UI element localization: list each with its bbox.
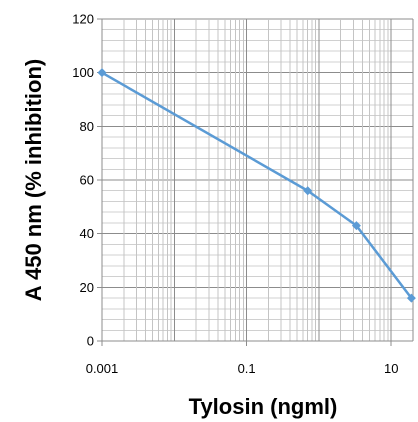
y-tick-label: 120 bbox=[72, 12, 94, 27]
series-line bbox=[100, 71, 413, 300]
y-tick-label: 80 bbox=[80, 119, 94, 134]
data-point-marker bbox=[97, 68, 107, 78]
data-point-marker bbox=[351, 221, 361, 231]
x-tick-label: 0.001 bbox=[86, 361, 119, 376]
y-axis-title: A 450 nm (% inhibition) bbox=[21, 59, 46, 301]
y-tick-label: 20 bbox=[80, 280, 94, 295]
y-tick-label: 60 bbox=[80, 173, 94, 188]
labels-layer: 0 20 40 60 80 100 120 0.001 0.1 10 bbox=[72, 12, 398, 377]
y-tick-label: 40 bbox=[80, 226, 94, 241]
x-tick-label: 0.1 bbox=[238, 361, 256, 376]
y-tick-label: 100 bbox=[72, 65, 94, 80]
y-tick-label: 0 bbox=[87, 334, 94, 349]
series-layer bbox=[97, 68, 416, 303]
x-tick-label: 10 bbox=[384, 361, 398, 376]
data-point-marker bbox=[406, 293, 416, 303]
axes-layer bbox=[97, 18, 414, 346]
data-point-marker bbox=[303, 186, 313, 196]
grid-layer bbox=[101, 18, 414, 342]
x-axis-title: Tylosin (ngml) bbox=[189, 394, 338, 419]
